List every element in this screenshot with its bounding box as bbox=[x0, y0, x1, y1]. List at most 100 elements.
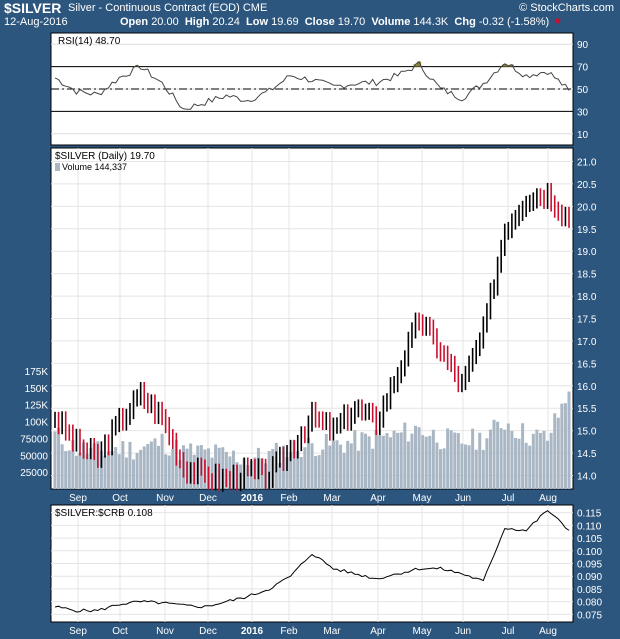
volume-bar bbox=[306, 437, 310, 489]
volume-bar bbox=[171, 448, 175, 489]
chg-label: Chg bbox=[454, 16, 476, 28]
volume-bar bbox=[64, 451, 68, 489]
month-tick-label: 2016 bbox=[241, 493, 264, 504]
volume-tick-label: 100K bbox=[25, 418, 49, 429]
volume-bar bbox=[153, 438, 157, 489]
volume-tick-label: 175K bbox=[25, 367, 49, 378]
month-tick-label: Aug bbox=[539, 493, 557, 504]
open-label: Open bbox=[120, 16, 149, 28]
volume-bar bbox=[71, 440, 75, 489]
volume-bar bbox=[485, 438, 489, 489]
down-arrow-icon: ▼ bbox=[552, 16, 564, 28]
quote-line: Open 20.00 High 20.24 Low 19.69 Close 19… bbox=[120, 16, 563, 28]
volume-bar bbox=[331, 440, 335, 489]
volume-bar bbox=[364, 433, 368, 489]
volume-bar bbox=[431, 429, 435, 489]
volume-bar bbox=[488, 429, 492, 489]
ratio-line bbox=[54, 510, 570, 613]
price-tick-label: 14.0 bbox=[577, 472, 597, 483]
volume-bar bbox=[53, 431, 57, 489]
price-tick-label: 20.5 bbox=[577, 180, 597, 191]
rsi-tick-label: 90 bbox=[577, 40, 589, 51]
volume-bar bbox=[399, 432, 403, 489]
volume-bar bbox=[139, 449, 143, 489]
price-tick-label: 16.0 bbox=[577, 382, 597, 393]
month-tick-label: Apr bbox=[370, 493, 386, 504]
month-tick-label: Feb bbox=[280, 626, 298, 637]
high-value: 20.24 bbox=[212, 16, 240, 28]
volume-bar bbox=[157, 445, 161, 489]
rsi-line bbox=[54, 60, 570, 110]
low-value: 19.69 bbox=[271, 16, 299, 28]
month-tick-label: Dec bbox=[199, 493, 217, 504]
volume-bar bbox=[99, 450, 103, 489]
rsi-tick-label: 30 bbox=[577, 107, 589, 118]
volume-bar bbox=[128, 441, 132, 489]
volume-bar bbox=[178, 460, 182, 489]
volume-bar bbox=[546, 440, 550, 489]
volume-legend: Volume 144,337 bbox=[62, 162, 127, 172]
volume-bar bbox=[289, 451, 293, 489]
price-tick-label: 19.5 bbox=[577, 225, 597, 236]
volume-tick-label: 125K bbox=[25, 401, 49, 412]
volume-tick-label: 50000 bbox=[20, 451, 48, 462]
month-tick-label: Jul bbox=[502, 493, 515, 504]
volume-bar bbox=[246, 465, 250, 489]
ratio-tick-label: 0.105 bbox=[577, 534, 602, 545]
volume-bar bbox=[317, 455, 321, 489]
price-tick-label: 17.0 bbox=[577, 337, 597, 348]
rsi-label: RSI(14) 48.70 bbox=[58, 36, 121, 47]
ratio-x-axis: Sep Oct Nov Dec 2016 Feb Mar Apr May Jun Jul Aug bbox=[69, 626, 557, 637]
volume-label: Volume bbox=[371, 16, 411, 28]
volume-tick-label: 150K bbox=[25, 384, 49, 395]
volume-bar bbox=[353, 430, 357, 489]
rsi-tick-label: 70 bbox=[577, 63, 589, 74]
volume-bar bbox=[57, 427, 61, 489]
volume-bar bbox=[142, 446, 146, 489]
volume-bar bbox=[346, 440, 350, 489]
volume-bar bbox=[392, 430, 396, 489]
price-tick-label: 16.5 bbox=[577, 359, 597, 370]
rsi-ticks: 90 70 50 30 10 bbox=[577, 40, 589, 141]
volume-bar bbox=[535, 429, 539, 489]
month-tick-label: Jun bbox=[455, 626, 471, 637]
volume-bar bbox=[439, 449, 442, 489]
month-tick-label: Sep bbox=[69, 626, 87, 637]
volume-bar bbox=[553, 413, 557, 489]
volume-bar bbox=[513, 437, 517, 489]
rsi-tick-label: 10 bbox=[577, 130, 589, 141]
ratio-tick-label: 0.085 bbox=[577, 585, 602, 596]
volume-bar bbox=[292, 440, 296, 489]
ratio-tick-label: 0.075 bbox=[577, 610, 602, 621]
volume-bar bbox=[428, 435, 432, 489]
volume-bar bbox=[132, 459, 136, 489]
volume-bar bbox=[435, 442, 439, 489]
price-tick-label: 15.0 bbox=[577, 427, 597, 438]
volume-bar bbox=[78, 453, 82, 489]
month-tick-label: Jul bbox=[502, 626, 515, 637]
volume-bar bbox=[342, 452, 346, 489]
open-value: 20.00 bbox=[151, 16, 179, 28]
ratio-tick-label: 0.095 bbox=[577, 560, 602, 571]
volume-bar bbox=[538, 432, 542, 489]
price-label: $SILVER (Daily) 19.70 bbox=[55, 151, 155, 162]
volume-bar bbox=[374, 430, 378, 489]
volume-bar bbox=[85, 453, 89, 489]
volume-bar bbox=[149, 441, 153, 489]
volume-bar bbox=[124, 457, 128, 489]
volume-bar bbox=[467, 445, 471, 489]
volume-bar bbox=[481, 449, 485, 489]
volume-bar bbox=[164, 454, 168, 489]
volume-bar bbox=[421, 435, 425, 489]
volume-bar bbox=[449, 430, 453, 489]
volume-bar bbox=[299, 457, 303, 489]
month-tick-label: Nov bbox=[156, 493, 174, 504]
volume-bar bbox=[524, 442, 528, 489]
volume-bar bbox=[499, 428, 503, 489]
month-tick-label: Aug bbox=[539, 626, 557, 637]
volume-bar bbox=[328, 445, 332, 489]
volume-bar bbox=[349, 443, 353, 489]
ratio-panel: $SILVER:$CRB 0.108 0.1150.1100.1050.1000… bbox=[50, 504, 602, 637]
